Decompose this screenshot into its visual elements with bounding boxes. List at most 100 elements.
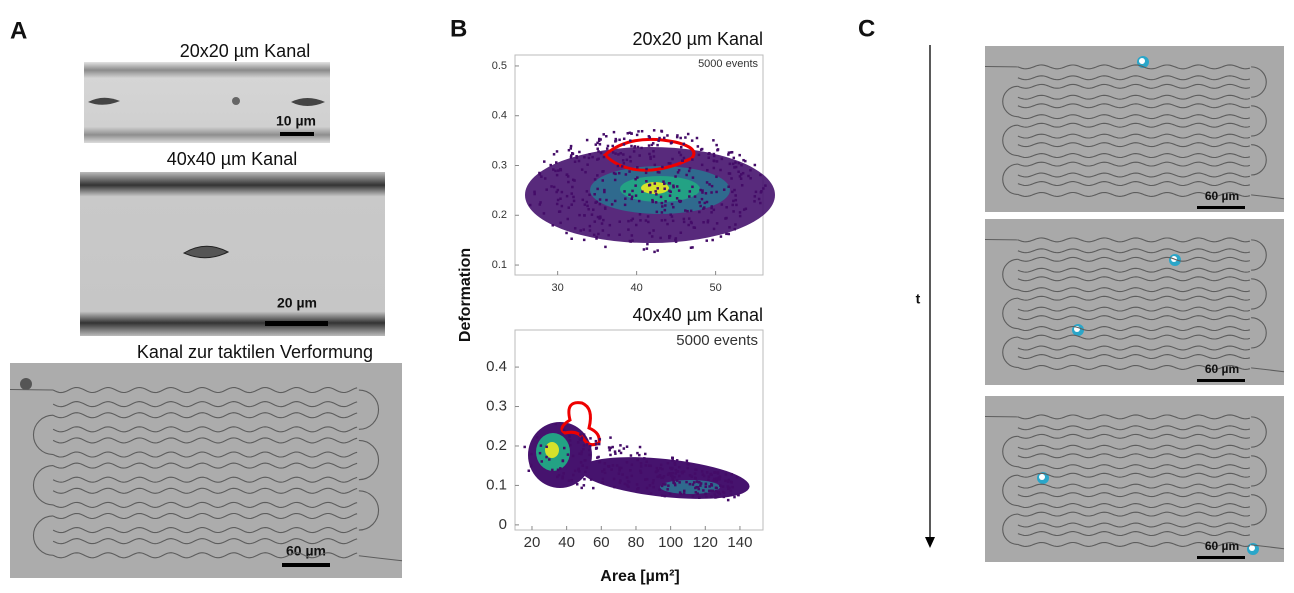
point — [599, 143, 602, 146]
point — [690, 222, 693, 225]
point — [698, 481, 701, 484]
point — [540, 175, 543, 178]
point — [555, 161, 558, 164]
point — [735, 199, 738, 202]
point — [523, 446, 526, 449]
point — [571, 186, 574, 189]
point — [725, 233, 728, 236]
point — [588, 454, 591, 457]
point — [668, 162, 671, 165]
point — [599, 438, 602, 441]
point — [654, 190, 657, 193]
point — [556, 203, 559, 206]
point — [633, 150, 636, 153]
point — [648, 153, 651, 156]
point — [583, 444, 586, 447]
point — [584, 459, 587, 462]
point — [710, 191, 713, 194]
point — [572, 196, 575, 199]
point — [735, 166, 738, 169]
point — [681, 471, 684, 474]
point — [611, 203, 614, 206]
point — [567, 181, 570, 184]
point — [607, 234, 610, 237]
point — [579, 438, 582, 441]
point — [651, 201, 654, 204]
point — [656, 187, 659, 190]
point — [701, 198, 704, 201]
point — [641, 190, 644, 193]
point — [593, 193, 596, 196]
scale-bar — [282, 563, 330, 567]
point — [552, 224, 555, 227]
point — [680, 231, 683, 234]
point — [678, 151, 681, 154]
point — [618, 469, 621, 472]
point — [603, 191, 606, 194]
point — [662, 180, 665, 183]
point — [687, 133, 690, 136]
point — [734, 223, 737, 226]
point — [604, 472, 607, 475]
y-tick-label: 0.4 — [492, 110, 507, 122]
point — [731, 204, 734, 207]
point — [666, 488, 669, 491]
point — [669, 191, 672, 194]
point — [576, 483, 579, 486]
point — [715, 176, 718, 179]
point — [623, 143, 626, 146]
point — [698, 496, 701, 499]
point — [594, 220, 597, 223]
point — [640, 147, 643, 150]
point — [581, 464, 584, 467]
scale-bar-label: 60 µm — [1205, 362, 1239, 376]
point — [533, 191, 536, 194]
point — [727, 153, 730, 156]
point — [656, 249, 659, 252]
point — [645, 180, 648, 183]
annotation: 5000 events — [698, 58, 758, 70]
point — [545, 456, 548, 459]
point — [636, 166, 639, 169]
point — [653, 129, 656, 132]
point — [694, 195, 697, 198]
point — [731, 151, 734, 154]
point — [641, 130, 644, 133]
point — [574, 470, 577, 473]
point — [652, 229, 655, 232]
point — [693, 226, 696, 229]
point — [640, 465, 643, 468]
point — [592, 208, 595, 211]
point — [737, 170, 740, 173]
point — [720, 235, 723, 238]
point — [605, 199, 608, 202]
point — [689, 167, 692, 170]
point — [719, 475, 722, 478]
point — [680, 154, 683, 157]
point — [666, 223, 669, 226]
point — [596, 158, 599, 161]
point — [678, 466, 681, 469]
panel-label: A — [10, 17, 27, 44]
point — [667, 473, 670, 476]
point — [656, 144, 659, 147]
point — [618, 450, 621, 453]
point — [579, 433, 582, 436]
point — [687, 224, 690, 227]
point — [614, 450, 617, 453]
point — [715, 490, 718, 493]
point — [652, 482, 655, 485]
point — [701, 191, 704, 194]
point — [663, 475, 666, 478]
point — [679, 491, 682, 494]
point — [559, 197, 562, 200]
point — [644, 464, 647, 467]
point — [545, 446, 548, 449]
point — [630, 198, 633, 201]
point — [583, 478, 586, 481]
point — [578, 160, 581, 163]
point — [652, 486, 655, 489]
point — [613, 172, 616, 175]
point — [683, 218, 686, 221]
point — [617, 165, 620, 168]
